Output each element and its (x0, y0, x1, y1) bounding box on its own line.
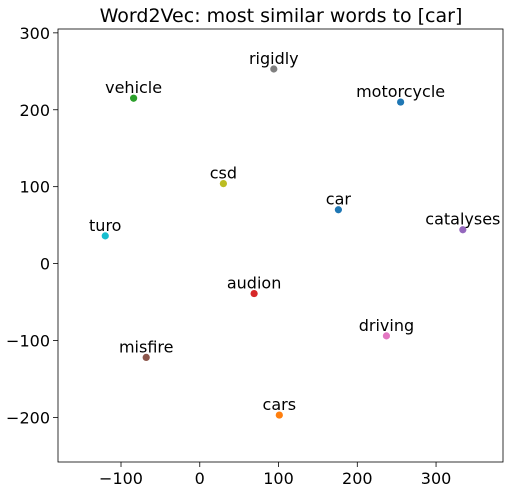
data-point (270, 65, 278, 73)
x-tick-label: 0 (195, 469, 205, 488)
plot-frame (57, 28, 504, 463)
data-point-label: driving (359, 316, 414, 335)
data-point-label: csd (210, 164, 237, 183)
data-point-label: cars (263, 395, 297, 414)
data-point (382, 332, 391, 340)
data-point (142, 353, 150, 362)
y-tick-label: 0 (40, 255, 50, 274)
data-point (250, 289, 258, 298)
y-tick-label: −100 (6, 331, 50, 350)
data-point-label: motorcycle (356, 82, 445, 101)
data-point (397, 98, 405, 106)
data-point (101, 232, 109, 240)
data-point (219, 179, 227, 188)
data-point-label: rigidly (249, 49, 299, 68)
data-point-label: turo (89, 216, 121, 235)
data-point (334, 206, 342, 214)
y-axis: −200 −100 0 100 200 300 (6, 24, 58, 427)
chart-title: Word2Vec: most similar words to [car] (100, 5, 463, 27)
data-point-label: vehicle (105, 78, 162, 97)
y-tick-label: 100 (19, 178, 50, 197)
x-tick-label: 100 (263, 469, 294, 488)
x-tick-label: 200 (342, 469, 373, 488)
data-point (459, 226, 467, 234)
y-tick-label: −200 (6, 408, 50, 427)
x-axis: −100 0 100 200 300 (99, 462, 451, 488)
data-point (275, 411, 283, 419)
data-point-label: misfire (119, 337, 174, 356)
x-tick-label: −100 (99, 469, 143, 488)
y-tick-label: 200 (19, 101, 50, 120)
point-labels: car cars vehicle audion catalyses misfire driv… (89, 49, 500, 414)
data-point-label: audion (227, 274, 281, 293)
data-point-label: catalyses (425, 210, 500, 229)
data-points (101, 65, 467, 419)
x-tick-label: 300 (421, 469, 452, 488)
data-point (130, 94, 138, 102)
data-point-label: car (326, 190, 352, 209)
y-tick-label: 300 (19, 24, 50, 43)
